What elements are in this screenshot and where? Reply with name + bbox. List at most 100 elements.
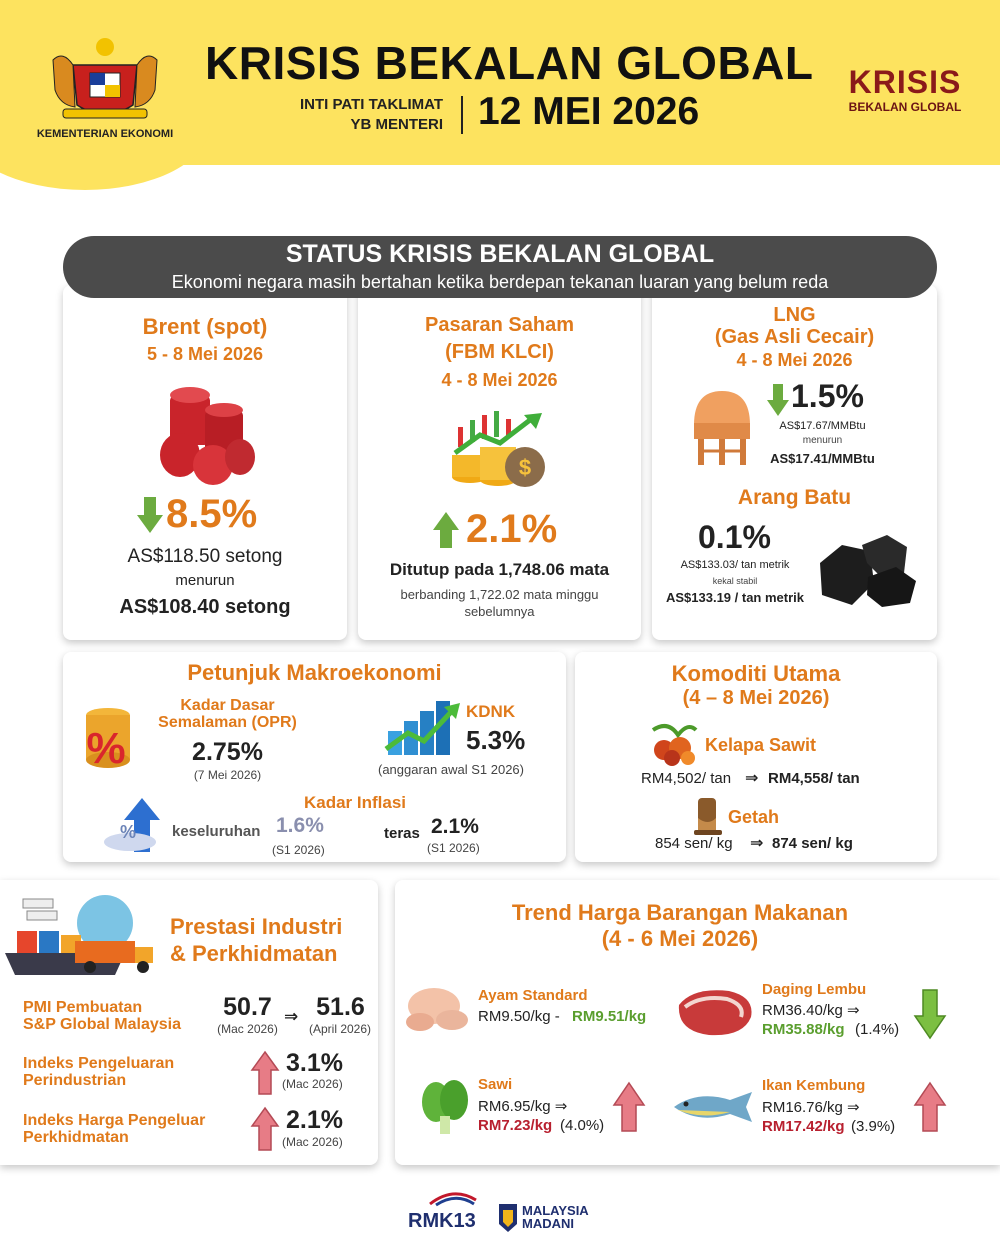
- indicator-label: teras: [384, 825, 420, 842]
- down-arrow: [767, 384, 789, 416]
- ministry-name: KEMENTERIAN EKONOMI: [36, 128, 174, 140]
- indicator-label: Kadar Inflasi: [303, 793, 407, 812]
- barrels-icon: [160, 387, 255, 485]
- madani-mark: [499, 1204, 517, 1232]
- down-arrow: [137, 497, 163, 533]
- food-name: Ayam Standard: [478, 987, 588, 1004]
- card-title: LNG: [773, 304, 816, 326]
- growth-icon: [384, 701, 460, 755]
- tank-icon: [694, 391, 750, 465]
- indicator-value: 2.1%: [286, 1106, 343, 1134]
- up-arrow: [250, 1106, 280, 1151]
- indicator-label: KDNK: [466, 702, 516, 721]
- up-arrow: [250, 1050, 280, 1095]
- commodity-name: Getah: [728, 807, 780, 827]
- compare-line: berbanding 1,722.02 mata minggu: [400, 587, 599, 602]
- price-from: AS$133.03/ tan metrik: [680, 559, 790, 571]
- indicator-note: (Mac 2026): [282, 1135, 343, 1149]
- commodity-from: 854 sen/ kg: [655, 835, 733, 852]
- food-name: Daging Lembu: [762, 981, 867, 998]
- card: [0, 880, 378, 1165]
- card-title: Arang Batu: [737, 486, 852, 509]
- card-title: (FBM KLCI): [445, 341, 554, 363]
- up-arrow: [612, 1081, 646, 1132]
- card-title: & Perkhidmatan: [170, 941, 338, 966]
- indicator-value: 3.1%: [286, 1049, 343, 1077]
- card-title: (Gas Asli Cecair): [714, 326, 875, 348]
- indicator-label: S&P Global Malaysia: [23, 1016, 181, 1033]
- status-banner: [63, 236, 937, 298]
- card-title: Komoditi Utama: [671, 661, 841, 686]
- food-from: RM16.76/kg ⇒: [762, 1099, 860, 1116]
- food-name: Sawi: [478, 1076, 513, 1093]
- crest: [52, 38, 158, 119]
- compare-line: sebelumnya: [464, 604, 535, 619]
- fish-icon: [674, 1092, 752, 1122]
- indicator-note: (7 Mei 2026): [193, 768, 262, 782]
- commodity-arrow: ⇒: [745, 770, 759, 787]
- coal-icon: [820, 535, 916, 607]
- divider: [461, 96, 463, 134]
- change-value: 2.1%: [466, 507, 558, 551]
- card-title: Brent (spot): [142, 314, 268, 339]
- indicator-value: 2.75%: [192, 738, 263, 766]
- indicator-value: 2.1%: [431, 815, 479, 838]
- card-title: Petunjuk Makroekonomi: [187, 660, 442, 685]
- beef-icon: [678, 990, 752, 1036]
- indicator-note: (Mac 2026): [282, 1077, 343, 1091]
- indicator-label: Perindustrian: [23, 1072, 127, 1089]
- food-from: RM6.95/kg ⇒: [478, 1098, 568, 1115]
- stock-icon: $: [452, 411, 545, 487]
- status-title: STATUS KRISIS BEKALAN GLOBAL: [285, 240, 715, 268]
- indicator-value: 50.7: [223, 993, 272, 1021]
- price-from: AS$118.50 setong: [127, 546, 283, 567]
- up-arrow: [433, 512, 459, 548]
- down-arrow: [913, 989, 947, 1040]
- svg-text:%: %: [86, 724, 125, 773]
- commodity-to: 874 sen/ kg: [772, 835, 853, 852]
- indicator-label: Kadar Dasar: [180, 697, 275, 714]
- svg-text:$: $: [519, 455, 531, 480]
- food-to: RM7.23/kg: [478, 1117, 553, 1134]
- footer-logo: MALAYSIA MADANI: [522, 1203, 589, 1231]
- logo-title: KRISIS: [848, 64, 962, 100]
- indicator-value: 51.6: [316, 993, 365, 1021]
- indicator-note: (Mac 2026): [217, 1022, 278, 1036]
- indicator-note: (April 2026): [308, 1022, 372, 1036]
- food-name: Ikan Kembung: [762, 1077, 866, 1094]
- food-change: (3.9%): [851, 1118, 896, 1135]
- price-note: kekal stabil: [712, 576, 758, 586]
- indicator-value: 1.6%: [276, 814, 324, 837]
- food-from: RM36.40/kg ⇒: [762, 1002, 860, 1019]
- commodity-name: Kelapa Sawit: [705, 735, 817, 755]
- percent-icon: %: [86, 708, 130, 773]
- change-value: 0.1%: [698, 519, 771, 555]
- price-to: AS$17.41/MMBtu: [770, 451, 875, 466]
- change-value: 8.5%: [166, 492, 258, 536]
- card-period: 4 - 8 Mei 2026: [441, 370, 558, 390]
- food-to: RM9.51/kg: [572, 1008, 647, 1025]
- inflation-icon: %: [104, 798, 160, 852]
- food-to: RM17.42/kg: [762, 1118, 845, 1135]
- close-value: Ditutup pada 1,748.06 mata: [389, 560, 610, 579]
- change-value: 1.5%: [791, 378, 864, 414]
- food-change: (1.4%): [855, 1021, 900, 1038]
- card-title: Prestasi Industri: [170, 914, 343, 939]
- indicator-label: Indeks Pengeluaran: [23, 1055, 175, 1072]
- food-from: RM9.50/kg -: [478, 1008, 560, 1025]
- price-note: menurun: [802, 435, 843, 446]
- food-change: (4.0%): [560, 1117, 605, 1134]
- chicken-icon: [406, 988, 468, 1031]
- subtitle-line: YB MENTERI: [350, 116, 443, 133]
- svg-text:%: %: [120, 822, 136, 842]
- greens-icon: [422, 1080, 468, 1134]
- footer-logo: RMK13: [408, 1210, 476, 1232]
- indicator-label: keseluruhan: [172, 823, 261, 840]
- palm-icon: [651, 724, 698, 766]
- commodity-to: RM4,558/ tan: [768, 770, 860, 787]
- commodity-arrow: ⇒: [750, 835, 764, 852]
- card-period: 4 - 8 Mei 2026: [736, 350, 853, 370]
- price-from: AS$17.67/MMBtu: [779, 420, 866, 432]
- card-period: (4 – 8 Mei 2026): [682, 687, 830, 709]
